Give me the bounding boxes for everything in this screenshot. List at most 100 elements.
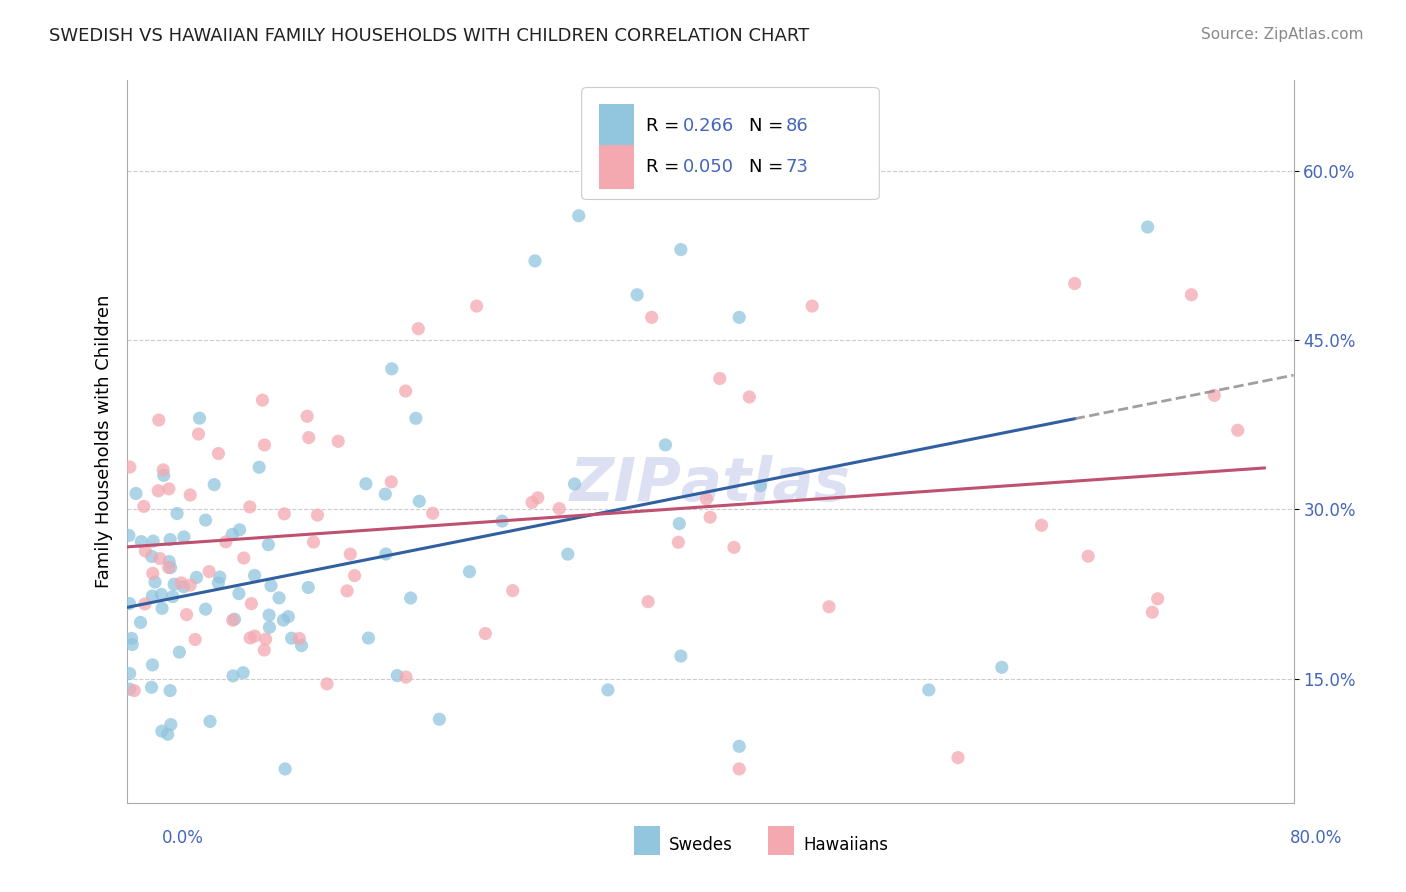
- Text: N =: N =: [748, 158, 789, 176]
- Text: R =: R =: [645, 117, 685, 135]
- Point: [156, 727, 179, 741]
- Point: [142, 534, 165, 549]
- Point: [141, 657, 163, 672]
- Point: [159, 560, 181, 574]
- Point: [654, 438, 676, 452]
- Point: [134, 544, 156, 558]
- Text: 0.266: 0.266: [683, 117, 734, 135]
- Point: [260, 579, 283, 593]
- Point: [695, 491, 717, 506]
- Point: [143, 575, 166, 590]
- Point: [121, 632, 143, 646]
- Point: [626, 287, 648, 301]
- Point: [1136, 220, 1159, 235]
- Point: [502, 583, 524, 598]
- Point: [118, 666, 141, 681]
- Text: ZIP​atlas: ZIP​atlas: [569, 456, 851, 515]
- Point: [728, 762, 751, 776]
- Text: Hawaiians: Hawaiians: [803, 836, 889, 854]
- Point: [118, 682, 141, 697]
- Point: [637, 595, 659, 609]
- Point: [302, 535, 325, 549]
- Text: 0.0%: 0.0%: [162, 829, 204, 847]
- Point: [354, 476, 377, 491]
- Text: 73: 73: [786, 158, 808, 176]
- Point: [946, 750, 969, 764]
- Point: [188, 411, 211, 425]
- FancyBboxPatch shape: [634, 826, 659, 855]
- Point: [186, 570, 208, 584]
- FancyBboxPatch shape: [582, 87, 879, 200]
- Point: [1063, 277, 1085, 291]
- Point: [316, 677, 339, 691]
- Point: [1204, 388, 1226, 402]
- Point: [232, 551, 254, 566]
- Point: [297, 581, 319, 595]
- Point: [374, 547, 396, 561]
- Point: [173, 580, 195, 594]
- Point: [399, 591, 422, 605]
- Point: [240, 597, 263, 611]
- Point: [208, 570, 231, 584]
- Point: [564, 477, 586, 491]
- Point: [380, 475, 402, 489]
- Point: [357, 631, 380, 645]
- Point: [243, 568, 266, 582]
- Point: [527, 491, 550, 505]
- Point: [118, 460, 141, 475]
- Point: [239, 631, 262, 645]
- Point: [118, 597, 141, 611]
- Point: [198, 714, 221, 729]
- Point: [801, 299, 824, 313]
- Point: [129, 615, 152, 630]
- Point: [520, 495, 543, 509]
- Text: 0.050: 0.050: [683, 158, 734, 176]
- Point: [818, 599, 841, 614]
- Point: [157, 482, 180, 496]
- Point: [207, 576, 229, 591]
- Point: [118, 528, 141, 542]
- Point: [422, 506, 444, 520]
- Point: [253, 438, 276, 452]
- FancyBboxPatch shape: [599, 145, 634, 189]
- Point: [524, 253, 547, 268]
- Point: [640, 310, 664, 325]
- Point: [187, 427, 209, 442]
- Point: [273, 507, 295, 521]
- Point: [162, 590, 184, 604]
- Y-axis label: Family Households with Children: Family Households with Children: [94, 295, 112, 588]
- Point: [1226, 423, 1249, 437]
- Point: [699, 510, 721, 524]
- Point: [749, 478, 772, 492]
- Point: [224, 612, 246, 626]
- FancyBboxPatch shape: [768, 826, 794, 855]
- Point: [252, 393, 274, 408]
- Point: [228, 523, 250, 537]
- Point: [298, 431, 321, 445]
- Point: [150, 601, 173, 615]
- Point: [1142, 605, 1164, 619]
- Point: [247, 460, 270, 475]
- Point: [134, 597, 156, 611]
- Point: [557, 547, 579, 561]
- Point: [274, 762, 297, 776]
- Point: [152, 463, 174, 477]
- Point: [728, 739, 751, 754]
- Point: [232, 665, 254, 680]
- Point: [163, 577, 186, 591]
- Point: [202, 477, 225, 491]
- Point: [150, 724, 173, 739]
- Point: [254, 632, 277, 647]
- Text: 86: 86: [786, 117, 808, 135]
- Point: [198, 565, 221, 579]
- Point: [152, 468, 174, 483]
- Point: [179, 578, 201, 592]
- Point: [148, 483, 170, 498]
- Point: [374, 487, 396, 501]
- Point: [253, 643, 276, 657]
- Point: [709, 371, 731, 385]
- Point: [1146, 591, 1168, 606]
- Point: [129, 534, 152, 549]
- Point: [288, 632, 311, 646]
- Point: [160, 717, 183, 731]
